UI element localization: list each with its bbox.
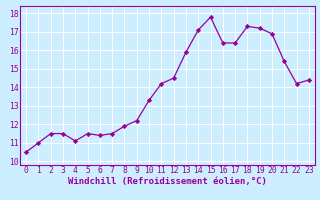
X-axis label: Windchill (Refroidissement éolien,°C): Windchill (Refroidissement éolien,°C) [68, 177, 267, 186]
